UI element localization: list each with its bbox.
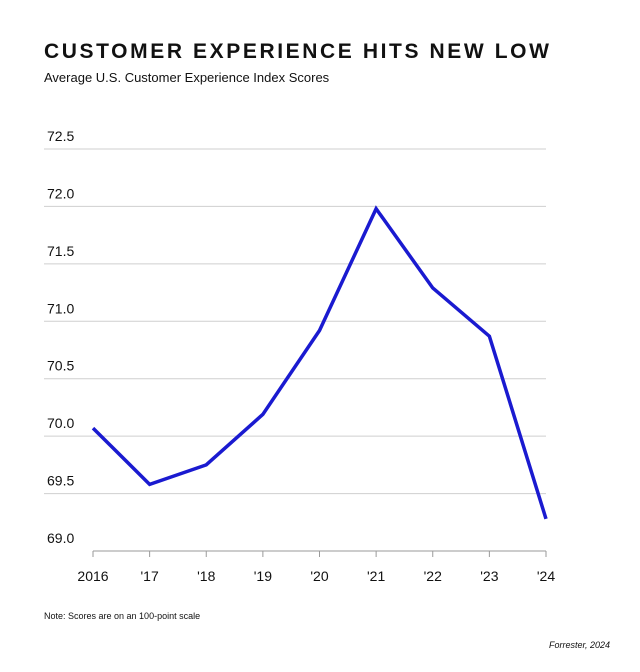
series-layer (91, 205, 548, 520)
x-axis-ticks (92, 551, 547, 557)
y-axis-labels: 72.5 72.0 71.5 71.0 70.5 70.0 69.5 69.0 (47, 128, 74, 546)
y-tick-label: 69.0 (47, 530, 74, 546)
x-axis-labels: 2016 '17 '18 '19 '20 '21 '22 '23 '24 (77, 568, 555, 584)
footnote: Note: Scores are on an 100-point scale (44, 611, 201, 621)
x-tick-label: '21 (367, 568, 385, 584)
x-tick-label: '22 (424, 568, 442, 584)
y-tick-label: 71.0 (47, 300, 74, 316)
y-tick-label: 70.5 (47, 358, 74, 374)
x-tick-label: '18 (197, 568, 215, 584)
x-tick-label: '24 (537, 568, 555, 584)
x-tick-label: '20 (310, 568, 328, 584)
x-tick-label: '23 (480, 568, 498, 584)
y-tick-label: 72.0 (47, 185, 74, 201)
chart-subtitle: Average U.S. Customer Experience Index S… (44, 70, 330, 85)
source-credit: Forrester, 2024 (548, 640, 610, 650)
y-tick-label: 69.5 (47, 473, 74, 489)
x-tick-label: 2016 (77, 568, 108, 584)
x-tick-label: '19 (254, 568, 272, 584)
series-line (91, 205, 548, 520)
chart-title: CUSTOMER EXPERIENCE HITS NEW LOW (44, 40, 552, 63)
x-tick-label: '17 (141, 568, 159, 584)
y-tick-label: 72.5 (47, 128, 74, 144)
gridlines (44, 148, 546, 552)
y-tick-label: 70.0 (47, 415, 74, 431)
y-tick-label: 71.5 (47, 243, 74, 259)
